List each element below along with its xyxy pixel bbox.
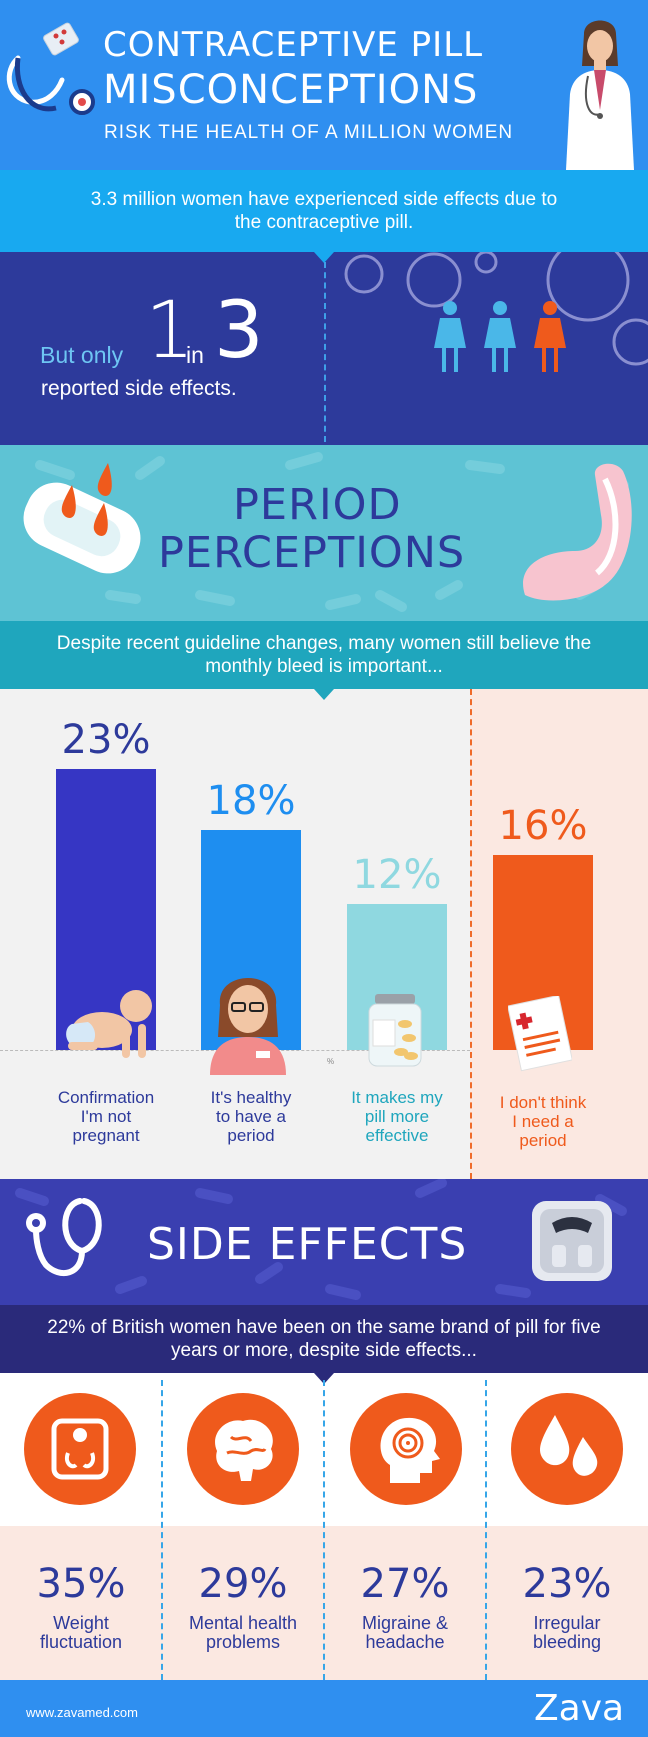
bar-category-label: pregnant xyxy=(72,1126,140,1145)
effect-label-line1: Weight xyxy=(53,1613,109,1633)
bar-category-label: effective xyxy=(365,1126,429,1145)
brain-icon xyxy=(187,1393,299,1505)
bar-value-label: 16% xyxy=(498,802,588,849)
nurse-icon xyxy=(210,978,286,1075)
effect-pct: 29% xyxy=(198,1561,288,1607)
bar-category-label: It makes my xyxy=(351,1088,443,1107)
pointer-notch xyxy=(314,252,334,263)
bar-category-label: Confirmation xyxy=(57,1088,155,1107)
period-title-line1: PERIOD xyxy=(233,480,402,530)
effect-pct: 27% xyxy=(360,1561,450,1607)
doctor-icon xyxy=(566,20,634,170)
stat-number-one: 1 xyxy=(145,286,195,376)
bar-category-label: It's healthy xyxy=(210,1088,292,1107)
baby-icon xyxy=(66,990,152,1058)
head-spiral-icon xyxy=(350,1393,462,1505)
bar-value-label: 23% xyxy=(61,717,151,764)
divider xyxy=(323,1380,325,1680)
bar-category-label: pill more xyxy=(364,1107,430,1126)
weighing-scale-icon xyxy=(532,1201,612,1281)
side-effects-banner: 22% of British women have been on the sa… xyxy=(0,1305,648,1373)
period-banner: Despite recent guideline changes, many w… xyxy=(0,621,648,689)
bar-category-label: to have a xyxy=(216,1107,286,1126)
stat-in: in xyxy=(186,342,204,368)
sanitary-towel-icon xyxy=(523,463,632,601)
stethoscope-pills-icon xyxy=(6,22,95,115)
intro-text: 3.3 million women have experienced side … xyxy=(90,189,558,233)
stethoscope-icon xyxy=(26,1198,102,1276)
pattern-background xyxy=(15,1179,627,1300)
bar-category-label: period xyxy=(519,1131,567,1150)
pad-drops-icon xyxy=(23,463,141,574)
stat-suffix: reported side effects. xyxy=(41,377,237,400)
scale-icon xyxy=(24,1393,136,1505)
effect-label-line1: Irregular xyxy=(533,1613,601,1633)
effect-label-line1: Migraine & xyxy=(361,1613,449,1633)
effect-pct: 23% xyxy=(522,1561,612,1607)
divider xyxy=(485,1380,487,1680)
pill-jar-icon xyxy=(368,994,422,1067)
side-effects-title: SIDE EFFECTS xyxy=(147,1219,468,1270)
effect-label-line2: bleeding xyxy=(532,1632,602,1652)
effect-label-line1: Mental health xyxy=(188,1613,298,1633)
effect-pct: 35% xyxy=(36,1561,126,1607)
period-banner-text: Despite recent guideline changes, many w… xyxy=(56,633,592,677)
period-title-line2: PERCEPTIONS xyxy=(158,528,466,578)
page-title-line1: CONTRACEPTIVE PILL xyxy=(103,25,484,65)
stray-percent-mark: % xyxy=(327,1057,335,1066)
pointer-notch xyxy=(314,689,334,700)
prescription-icon xyxy=(508,996,572,1072)
bar-category-label: period xyxy=(227,1126,275,1145)
footer xyxy=(0,1680,648,1737)
bar-value-label: 18% xyxy=(206,778,296,825)
divider xyxy=(324,262,326,442)
bar-category-label: I'm not xyxy=(80,1107,132,1126)
stat-number-three: 3 xyxy=(214,286,264,376)
drops-icon xyxy=(511,1393,623,1505)
bar-value-label: 12% xyxy=(352,851,442,898)
page-subtitle: RISK THE HEALTH OF A MILLION WOMEN xyxy=(104,122,514,143)
page-title-line2: MISCONCEPTIONS xyxy=(103,67,479,113)
brand-logo: Zava xyxy=(534,1688,625,1729)
pointer-notch xyxy=(314,1373,334,1384)
divider xyxy=(161,1380,163,1680)
speech-bubbles-women-icon xyxy=(344,252,648,372)
intro-banner: 3.3 million women have experienced side … xyxy=(0,170,648,252)
effect-label-line2: headache xyxy=(365,1632,445,1652)
side-effects-banner-text: 22% of British women have been on the sa… xyxy=(47,1317,601,1361)
stat-prefix: But only xyxy=(40,342,124,368)
bar-category-label: I need a xyxy=(512,1112,574,1131)
footer-link[interactable]: www.zavamed.com xyxy=(26,1705,138,1720)
effect-label-line2: fluctuation xyxy=(39,1632,123,1652)
header-banner xyxy=(0,0,648,170)
bar-category-label: I don't think xyxy=(499,1093,587,1112)
effect-label-line2: problems xyxy=(205,1632,281,1652)
